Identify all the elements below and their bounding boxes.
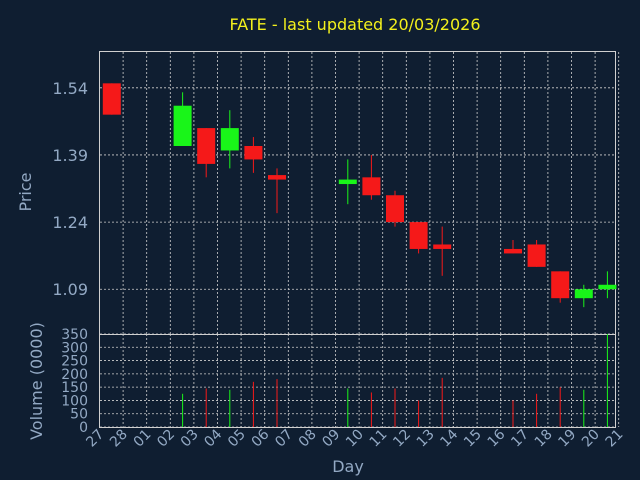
candle-body (102, 83, 121, 115)
candle-up (598, 271, 617, 299)
price-axis-label: Price (16, 172, 35, 211)
price-tick-label: 1.09 (52, 280, 88, 299)
candle-down (244, 137, 263, 173)
volume-tick-label: 50 (70, 407, 88, 423)
candle-body (386, 195, 404, 223)
price-tick-label: 1.24 (52, 213, 88, 232)
candle-body (574, 289, 593, 299)
volume-axis-label: Volume (0000) (27, 322, 46, 440)
candle-body (173, 105, 192, 146)
candle-body (551, 271, 570, 299)
candle-body (527, 244, 546, 267)
candle-up (220, 110, 239, 169)
candle-body (268, 175, 286, 180)
x-axis-ticks: 27 28 01 02 03 04 05 06 07 08 09 10 11 12 13 14 15 16 17 18… (83, 426, 626, 450)
candle-down (386, 190, 404, 227)
candle-body (220, 128, 239, 151)
candle-down (362, 154, 381, 200)
x-axis-label: Day (332, 457, 364, 476)
volume-series (182, 334, 608, 427)
volume-tick-label: 200 (61, 367, 88, 383)
volume-plot-frame (99, 334, 616, 428)
candle-body (433, 244, 452, 249)
candle-up (574, 284, 593, 308)
candle-up (338, 159, 357, 205)
candle-up (173, 92, 192, 146)
price-tick-label: 1.54 (52, 79, 88, 98)
candle-body (244, 146, 263, 160)
price-axis-ticks: 1.54 1.39 1.24 1.09 (52, 79, 88, 299)
candle-down (268, 168, 286, 214)
candle-down (102, 83, 121, 115)
volume-tick-label: 100 (61, 393, 88, 409)
candle-body (197, 128, 216, 164)
volume-tick-label: 350 (61, 327, 88, 343)
volume-tick-label: 150 (61, 380, 88, 396)
candle-body (504, 248, 522, 254)
candle-body (362, 177, 381, 196)
candle-body (338, 179, 357, 185)
candle-body (598, 284, 617, 290)
candle-down (504, 240, 522, 254)
volume-tick-label: 0 (79, 420, 88, 436)
candle-down (527, 240, 546, 267)
price-grid (99, 52, 620, 334)
candle-down (433, 226, 452, 276)
candle-down (551, 271, 570, 303)
volume-tick-label: 300 (61, 340, 88, 356)
volume-tick-label: 250 (61, 354, 88, 370)
candlestick-series (102, 83, 617, 308)
candle-down (409, 222, 428, 254)
candle-body (409, 222, 428, 249)
candle-down (197, 128, 216, 178)
price-tick-label: 1.39 (52, 146, 88, 165)
chart-title: FATE - last updated 20/03/2026 (229, 15, 480, 34)
